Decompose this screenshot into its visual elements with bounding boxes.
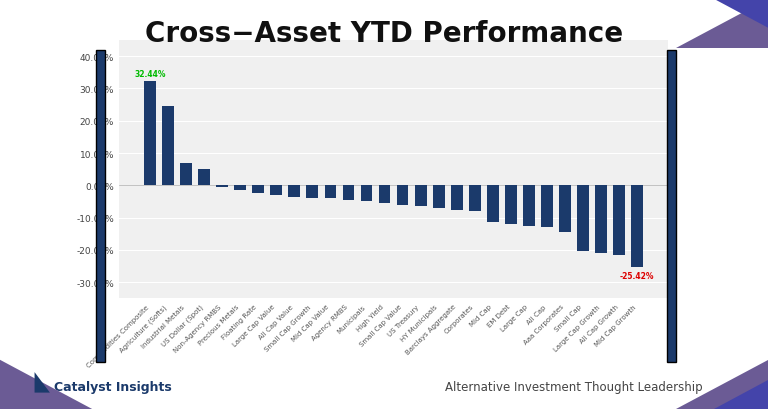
Bar xyxy=(433,186,445,209)
Bar xyxy=(469,186,481,211)
Bar xyxy=(144,81,156,186)
Bar xyxy=(578,186,589,252)
Bar xyxy=(343,186,354,200)
Bar xyxy=(289,186,300,197)
Text: Alternative Investment Thought Leadership: Alternative Investment Thought Leadershi… xyxy=(445,380,703,393)
Bar xyxy=(217,186,228,187)
Bar xyxy=(595,186,607,254)
Bar xyxy=(198,170,210,186)
Bar xyxy=(415,186,426,207)
Bar xyxy=(180,163,192,186)
Bar xyxy=(361,186,372,202)
Bar xyxy=(270,186,282,196)
Bar xyxy=(306,186,318,198)
Bar xyxy=(397,186,409,205)
Bar xyxy=(253,186,264,194)
Bar xyxy=(162,107,174,186)
Bar xyxy=(541,186,553,228)
Bar xyxy=(234,186,246,191)
Bar xyxy=(379,186,390,204)
Bar xyxy=(451,186,462,210)
Bar xyxy=(487,186,498,223)
Bar xyxy=(505,186,517,225)
Bar xyxy=(325,186,336,199)
Text: Cross−Asset YTD Performance: Cross−Asset YTD Performance xyxy=(145,20,623,48)
Bar xyxy=(523,186,535,226)
Bar xyxy=(559,186,571,233)
Text: 32.44%: 32.44% xyxy=(134,70,166,79)
Bar xyxy=(631,186,644,268)
Bar xyxy=(614,186,625,255)
Text: Catalyst Insights: Catalyst Insights xyxy=(54,380,171,393)
Text: -25.42%: -25.42% xyxy=(620,271,654,280)
